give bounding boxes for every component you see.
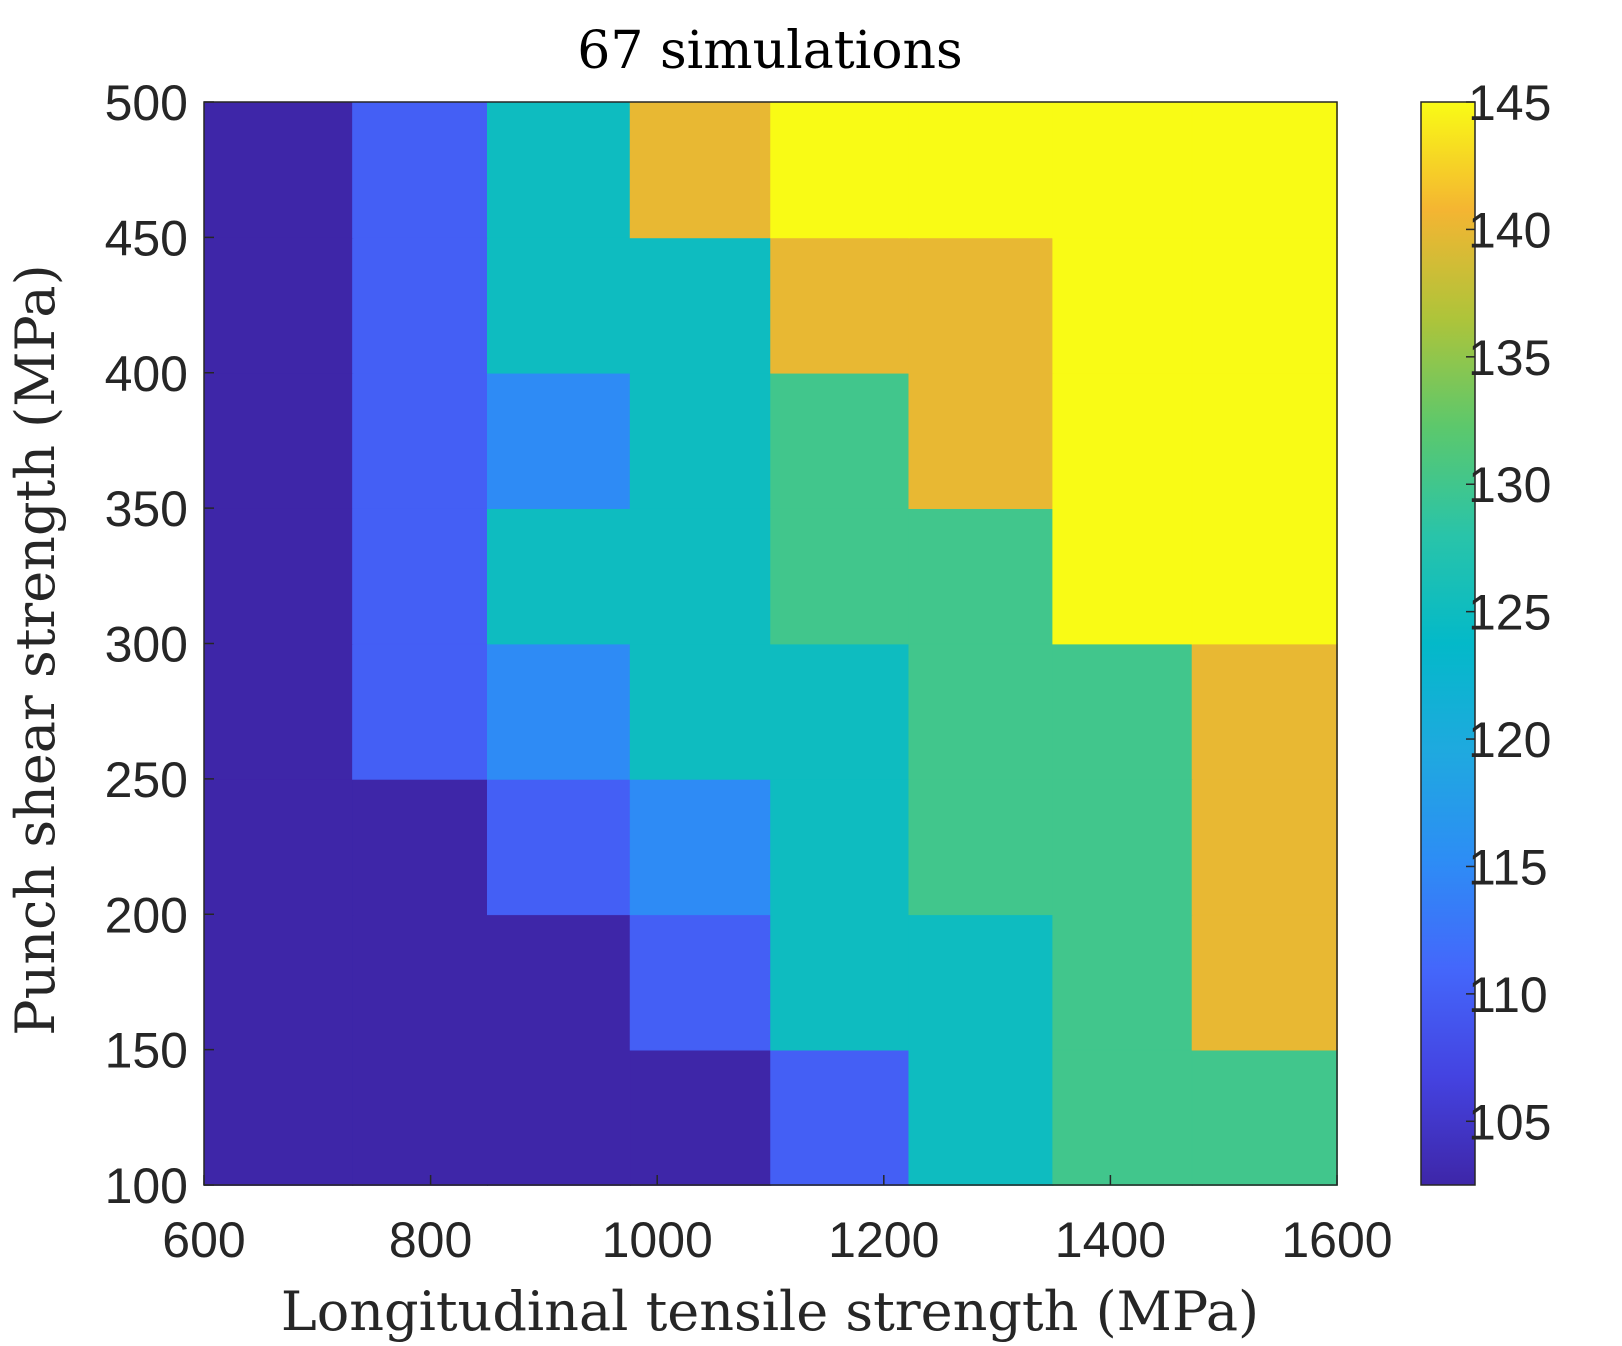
x-tick-label: 1200 xyxy=(828,1212,939,1268)
heatmap-cell xyxy=(1191,914,1338,1051)
heatmap-cell xyxy=(352,1049,489,1186)
heatmap-cell xyxy=(770,778,910,916)
colorbar-tick-label: 120 xyxy=(1468,712,1551,768)
heatmap-cell xyxy=(487,778,631,916)
heatmap-cell xyxy=(203,101,354,239)
heatmap-cell xyxy=(1052,101,1193,239)
y-tick-label: 100 xyxy=(105,1158,188,1214)
y-tick-label: 200 xyxy=(105,887,188,943)
heatmap-cell xyxy=(908,643,1054,780)
x-tick-label: 1000 xyxy=(602,1212,713,1268)
heatmap-cell xyxy=(629,643,772,780)
heatmap-cell xyxy=(908,237,1054,374)
colorbar-tick-label: 130 xyxy=(1468,457,1551,513)
colorbar-tick-label: 125 xyxy=(1468,585,1551,641)
heatmap-cell xyxy=(629,372,772,509)
heatmap-cell xyxy=(487,101,631,239)
heatmap-cell xyxy=(1052,237,1193,374)
heatmap-cell xyxy=(1191,237,1338,374)
x-axis: 600 800 1000 1200 1400 1600 xyxy=(162,1175,1393,1268)
y-axis-title: Punch shear strength (MPa) xyxy=(4,264,67,1035)
x-tick-label: 800 xyxy=(389,1212,472,1268)
heatmap-cell xyxy=(487,237,631,374)
heatmap-cell xyxy=(487,1049,631,1186)
y-tick-label: 450 xyxy=(105,210,188,266)
heatmap-cell xyxy=(203,372,354,509)
heatmap-cell xyxy=(770,372,910,509)
heatmap-cell xyxy=(908,914,1054,1051)
heatmap-cell xyxy=(1052,507,1193,645)
colorbar: 105 110 115 120 125 130 135 140 145 xyxy=(1420,75,1551,1186)
y-axis: 100 150 200 250 300 350 400 450 500 xyxy=(105,75,214,1214)
y-tick-label: 350 xyxy=(105,481,188,537)
heatmap-cell xyxy=(908,1049,1054,1186)
colorbar-tick-label: 135 xyxy=(1468,330,1551,386)
heatmap-cell xyxy=(1052,778,1193,916)
heatmap-cell xyxy=(487,914,631,1051)
heatmap-cell xyxy=(1191,643,1338,780)
heatmap-cell xyxy=(1191,507,1338,645)
heatmap-cell xyxy=(1052,372,1193,509)
colorbar-ticks: 105 110 115 120 125 130 135 140 145 xyxy=(1466,75,1551,1150)
heatmap-cell xyxy=(770,914,910,1051)
heatmap-cells xyxy=(203,101,1338,1186)
heatmap-cell xyxy=(908,507,1054,645)
heatmap-cell xyxy=(1191,1049,1338,1186)
y-tick-label: 500 xyxy=(105,75,188,131)
heatmap-cell xyxy=(352,507,489,645)
colorbar-tick-label: 145 xyxy=(1468,75,1551,131)
y-tick-label: 150 xyxy=(105,1023,188,1079)
heatmap-cell xyxy=(629,778,772,916)
heatmap-cell xyxy=(629,101,772,239)
heatmap-cell xyxy=(770,1049,910,1186)
heatmap-cell xyxy=(1191,101,1338,239)
heatmap-cell xyxy=(203,1049,354,1186)
heatmap-cell xyxy=(352,914,489,1051)
heatmap-cell xyxy=(352,778,489,916)
heatmap-cell xyxy=(487,372,631,509)
chart-title: 67 simulations xyxy=(577,21,962,81)
x-tick-label: 600 xyxy=(162,1212,245,1268)
heatmap-cell xyxy=(203,778,354,916)
y-tick-label: 400 xyxy=(105,346,188,402)
x-axis-title: Longitudinal tensile strength (MPa) xyxy=(281,1280,1259,1343)
colorbar-tick-label: 105 xyxy=(1468,1094,1551,1150)
heatmap-cell xyxy=(770,643,910,780)
heatmap-cell xyxy=(908,101,1054,239)
colorbar-tick-label: 115 xyxy=(1468,839,1548,895)
heatmap-cell xyxy=(352,643,489,780)
heatmap-cell xyxy=(770,101,910,239)
y-tick-label: 300 xyxy=(105,617,188,673)
heatmap-cell xyxy=(908,372,1054,509)
heatmap-cell xyxy=(629,237,772,374)
heatmap-cell xyxy=(629,507,772,645)
heatmap-cell xyxy=(487,643,631,780)
heatmap-cell xyxy=(203,643,354,780)
heatmap-cell xyxy=(203,237,354,374)
y-tick-label: 250 xyxy=(105,752,188,808)
heatmap-cell xyxy=(203,507,354,645)
heatmap-cell xyxy=(352,372,489,509)
heatmap-cell xyxy=(770,237,910,374)
heatmap-cell xyxy=(487,507,631,645)
heatmap-cell xyxy=(203,914,354,1051)
heatmap-cell xyxy=(1052,1049,1193,1186)
heatmap-cell xyxy=(1052,643,1193,780)
heatmap-cell xyxy=(1191,372,1338,509)
colorbar-tick-label: 110 xyxy=(1468,967,1548,1023)
colorbar-tick-label: 140 xyxy=(1468,202,1551,258)
heatmap-cell xyxy=(1191,778,1338,916)
x-tick-label: 1400 xyxy=(1055,1212,1166,1268)
heatmap-cell xyxy=(908,778,1054,916)
heatmap-cell xyxy=(770,507,910,645)
heatmap-cell xyxy=(352,237,489,374)
colorbar-gradient xyxy=(1420,101,1476,1186)
heatmap-cell xyxy=(352,101,489,239)
heatmap-cell xyxy=(1052,914,1193,1051)
x-tick-label: 1600 xyxy=(1281,1212,1392,1268)
heatmap-cell xyxy=(629,914,772,1051)
heatmap-cell xyxy=(629,1049,772,1186)
